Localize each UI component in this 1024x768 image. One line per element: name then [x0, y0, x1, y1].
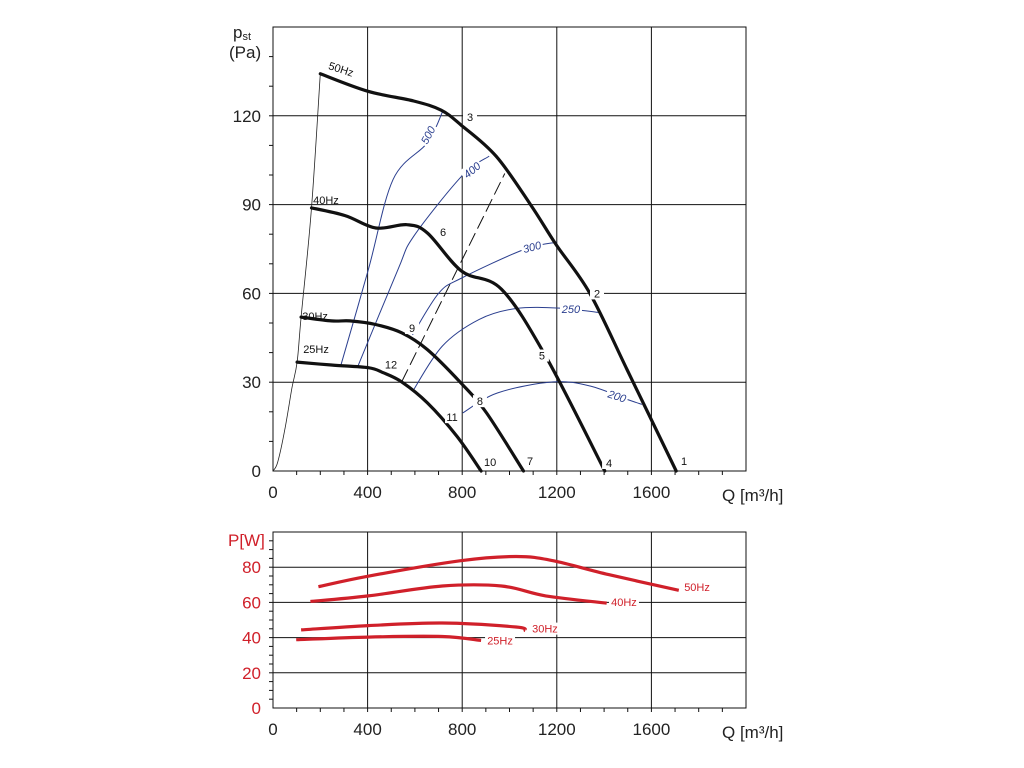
curve-label-40Hz: 40Hz [313, 195, 339, 207]
curve-label-25Hz: 25Hz [303, 344, 329, 356]
iso-line-250 [412, 306, 600, 392]
y-tick-label: 40 [242, 629, 261, 648]
iso-label-bg [416, 122, 439, 148]
y-tick-label: 0 [252, 699, 261, 718]
point-label-10: 10 [484, 457, 496, 469]
x-tick-label: 800 [448, 720, 476, 739]
point-label-bg [405, 322, 420, 335]
point-label-4: 4 [606, 458, 612, 470]
power-curve-label-25Hz: 25Hz [487, 636, 513, 648]
power-curve-25Hz [296, 634, 482, 642]
power-label-bg [485, 634, 516, 647]
iso-label-300: 300 [522, 239, 544, 256]
iso-label-bg [559, 302, 582, 316]
iso-line-300 [412, 241, 557, 336]
point-label-bg [523, 454, 538, 467]
point-label-bg [384, 358, 399, 371]
y-tick-label: 60 [242, 284, 261, 303]
y-axis-label: pst [233, 23, 251, 43]
power-curve-30Hz [301, 621, 527, 633]
y-tick-label: 20 [242, 664, 261, 683]
plot-frame [272, 531, 747, 709]
x-tick-label: 1200 [538, 483, 576, 502]
power-label-bg [529, 622, 560, 635]
iso-label-bg [604, 386, 630, 406]
power-curve-label-30Hz: 30Hz [532, 624, 558, 636]
iso-label-bg [458, 157, 485, 182]
power-label-bg [608, 595, 639, 608]
power-curve-40Hz [310, 583, 607, 605]
point-label-bg [472, 395, 487, 408]
power-curve-label-40Hz: 40Hz [611, 597, 637, 609]
y-axis-unit: (Pa) [229, 43, 261, 62]
y-tick-label: 30 [242, 373, 261, 392]
point-label-2: 2 [594, 288, 600, 300]
point-label-7: 7 [527, 456, 533, 468]
y-tick-label: 90 [242, 196, 261, 215]
point-label-bg [534, 349, 549, 362]
iso-line-400 [357, 155, 490, 367]
point-label-bg [436, 226, 451, 239]
point-label-9: 9 [409, 323, 415, 335]
x-tick-label: 0 [268, 483, 277, 502]
iso-label-250: 250 [561, 304, 581, 316]
point-label-11: 11 [446, 412, 457, 424]
power-label-bg [682, 581, 713, 594]
x-axis-label: Q [m³/h] [722, 486, 783, 505]
point-label-bg [677, 454, 692, 467]
x-tick-label: 0 [268, 720, 277, 739]
curve-30Hz [299, 315, 526, 473]
point-label-6: 6 [440, 227, 446, 239]
power-chart: 0 400 800 1200 1600 0 20 40 60 80 Q [m³/h] P[W] 50Hz… [228, 531, 783, 742]
point-label-bg [483, 456, 498, 469]
y-axis-label: P[W] [228, 531, 265, 550]
x-tick-label: 1200 [538, 720, 576, 739]
point-label-bg [590, 287, 605, 300]
point-label-3: 3 [467, 112, 473, 124]
power-curve-50Hz [318, 554, 680, 592]
y-tick-label: 60 [242, 593, 261, 612]
y-tick-label: 80 [242, 558, 261, 577]
x-tick-label: 400 [353, 483, 381, 502]
x-tick-label: 1600 [632, 483, 670, 502]
y-tick-label: 0 [252, 462, 261, 481]
x-tick-label: 400 [353, 720, 381, 739]
x-axis-label: Q [m³/h] [722, 723, 783, 742]
system-curve [272, 73, 321, 472]
iso-label-bg [519, 237, 545, 256]
point-label-12: 12 [385, 359, 397, 371]
iso-line-200 [462, 381, 643, 414]
curve-label-30Hz: 30Hz [302, 311, 328, 323]
y-axis-label-subscript: st [242, 31, 251, 43]
y-axis-label-main: p [233, 23, 242, 42]
dashed-line [401, 173, 506, 383]
iso-label-200: 200 [605, 388, 628, 406]
power-curve-label-50Hz: 50Hz [684, 582, 710, 594]
curve-40Hz [309, 206, 607, 473]
point-label-5: 5 [539, 351, 545, 363]
curve-25Hz [295, 360, 483, 473]
x-tick-label: 1600 [632, 720, 670, 739]
point-label-bg [445, 411, 460, 424]
curve-50Hz [318, 72, 678, 473]
point-label-1: 1 [681, 456, 687, 468]
y-tick-label: 120 [233, 107, 261, 126]
plot-frame [272, 26, 747, 472]
point-label-bg [602, 457, 617, 470]
x-tick-label: 800 [448, 483, 476, 502]
point-label-bg [463, 110, 478, 123]
point-label-8: 8 [477, 396, 483, 408]
